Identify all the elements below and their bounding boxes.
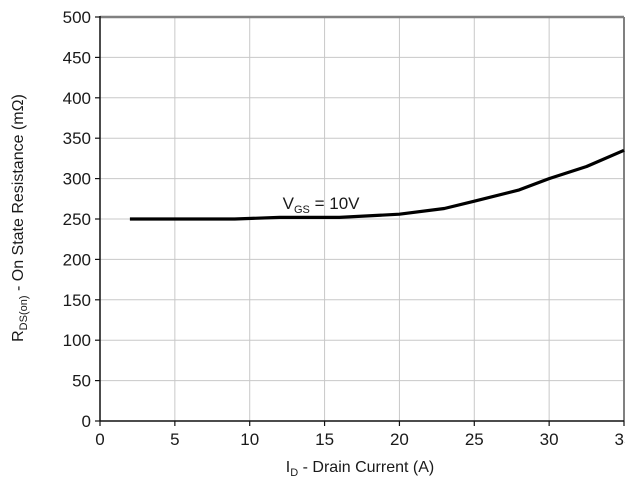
series-line xyxy=(129,148,625,221)
y-tick-label: 250 xyxy=(63,210,91,229)
y-axis-label-rest: - On State Resistance (mΩ) xyxy=(10,94,27,295)
y-axis-label: RDS(on) - On State Resistance (mΩ) xyxy=(10,94,30,342)
vgs-annotation: VGS = 10V xyxy=(283,194,361,216)
x-axis-label-main: I xyxy=(286,459,290,476)
x-tick-label: 20 xyxy=(390,430,409,449)
y-tick-labels: 0 50 100 150 200 250 300 350 400 450 500 xyxy=(63,8,91,431)
y-tick-label: 400 xyxy=(63,89,91,108)
x-tick-label: 0 xyxy=(95,430,104,449)
x-axis-label-sub: D xyxy=(290,467,298,479)
y-tick-label: 500 xyxy=(63,8,91,27)
x-axis-label-rest: - Drain Current (A) xyxy=(298,459,434,476)
y-axis-label-sub: DS(on) xyxy=(18,295,30,330)
vgs-annotation-rest: = 10V xyxy=(310,194,360,213)
x-tick-label: 25 xyxy=(465,430,484,449)
x-tick-label: 5 xyxy=(170,430,179,449)
y-tick-label: 50 xyxy=(72,372,91,391)
x-tick-label: 30 xyxy=(540,430,559,449)
y-tick-label: 450 xyxy=(63,48,91,67)
y-tick-label: 0 xyxy=(82,412,91,431)
x-tick-label: 15 xyxy=(315,430,334,449)
vgs-annotation-main: V xyxy=(283,194,295,213)
y-tick-label: 200 xyxy=(63,250,91,269)
vgs-annotation-sub: GS xyxy=(294,204,310,216)
x-axis-label: ID - Drain Current (A) xyxy=(286,459,434,479)
x-tick-labels: 0 5 10 15 20 25 30 35 xyxy=(95,430,625,449)
x-tick-label: 10 xyxy=(240,430,259,449)
plot-frame xyxy=(95,15,625,426)
y-tick-label: 350 xyxy=(63,129,91,148)
y-tick-label: 150 xyxy=(63,291,91,310)
y-tick-label: 300 xyxy=(63,170,91,189)
series-layer xyxy=(129,148,625,221)
x-tick-label: 35 xyxy=(615,430,625,449)
y-axis-label-main: R xyxy=(10,330,27,342)
y-tick-label: 100 xyxy=(63,331,91,350)
